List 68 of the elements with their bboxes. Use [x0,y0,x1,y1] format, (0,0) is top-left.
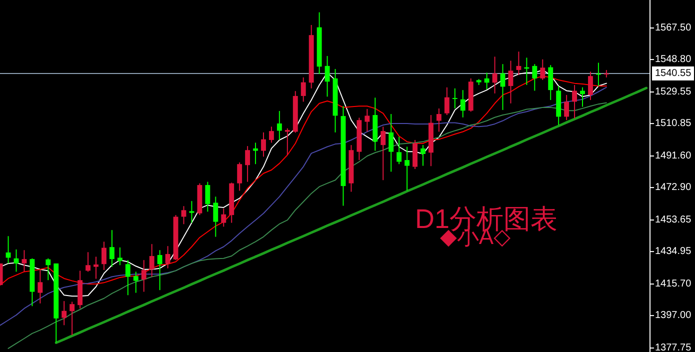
candlestick [268,126,274,144]
candlestick [284,128,290,156]
candlestick [181,206,186,225]
candlestick [46,258,51,281]
candlestick [396,136,402,165]
candlestick [102,241,106,271]
candlestick [125,260,130,296]
ref-line-label: 1540.55 [655,68,692,79]
candlestick [404,146,410,192]
candlestick [380,126,386,181]
candlestick [508,60,514,104]
y-tick-label: 1434.95 [655,246,692,258]
candlestick [388,114,394,172]
candlestick [420,144,426,166]
y-tick-label: 1529.55 [655,86,692,98]
candlestick [300,76,306,102]
candlestick [436,108,442,132]
candlestick [532,64,538,92]
candlestick [460,90,466,118]
candlestick [109,230,114,268]
y-tick-label: 1377.75 [655,342,692,352]
y-tick-label: 1397.00 [655,310,692,322]
candlestick [516,51,522,76]
candlestick [548,64,554,101]
candlestick [213,196,218,238]
candlestick [364,108,370,132]
candlestick [165,246,170,269]
candlestick [580,86,585,108]
candlestick [572,84,578,119]
candlestick [38,270,43,304]
candlestick [444,86,450,116]
y-tick-label: 1491.60 [655,150,692,162]
candlestick [276,110,282,140]
candlestick [245,146,250,182]
line-series [54,86,648,344]
line-series [8,102,607,349]
candlestick [324,55,330,98]
candlestick [133,271,138,294]
candlestick [205,181,210,212]
candlestick [141,260,146,292]
y-tick-label: 1472.90 [655,182,692,194]
candlestick [564,94,570,121]
candlestick [117,246,122,266]
candlestick [189,200,194,224]
y-tick-label: 1510.85 [655,118,692,130]
candlestick [596,62,601,87]
candlestick [149,244,154,278]
candlestick [14,248,19,272]
candlestick [588,71,593,101]
y-tick-label: 1548.80 [655,54,692,66]
candlestick [157,250,162,291]
candlestick [540,58,546,80]
candlestick [452,88,458,109]
candlestick [412,139,418,170]
candlestick [237,162,242,192]
candlestick [94,256,98,280]
candlestick [70,301,75,336]
candlestick [253,142,258,165]
candlestick [484,72,490,90]
candlestick [492,56,498,94]
candlestick [62,300,67,326]
candlestick [261,132,266,158]
y-tick-label: 1415.70 [655,278,692,290]
y-tick-label: 1567.50 [655,22,692,34]
y-tick-label: 1453.65 [655,214,692,226]
candlestick [22,250,27,272]
candlestick [221,208,226,228]
candlestick [86,252,90,272]
